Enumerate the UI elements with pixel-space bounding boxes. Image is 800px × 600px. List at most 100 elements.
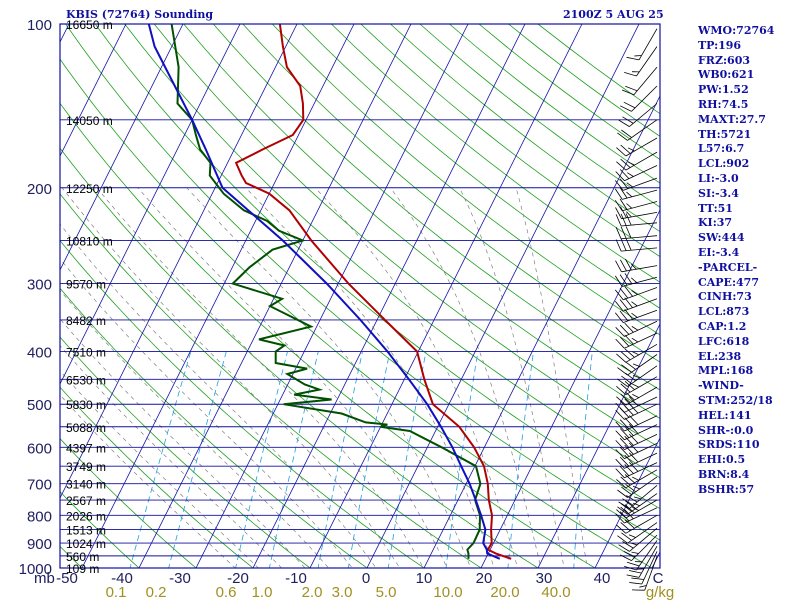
dry-adiabat <box>183 24 660 419</box>
wind-barb <box>615 415 658 432</box>
mixing-ratio-line <box>347 351 391 568</box>
pressure-tick-label: 200 <box>27 181 52 198</box>
temperature-tick-label: C <box>653 570 664 587</box>
mixing-ratio-line <box>445 351 479 568</box>
temperature-tick-label: -20 <box>227 570 249 587</box>
moist-adiabat <box>60 345 283 568</box>
index-item: HEL:141 <box>698 408 752 422</box>
wind-barb <box>616 376 658 396</box>
wind-barb <box>617 476 658 498</box>
dry-adiabat <box>213 24 660 391</box>
pressure-tick-label: 800 <box>27 508 52 525</box>
pressure-tick-label: 900 <box>27 536 52 553</box>
dry-adiabat <box>124 24 660 479</box>
height-label: 5088 m <box>66 421 106 435</box>
index-item: BRN:8.4 <box>698 467 750 481</box>
wind-barb <box>614 177 658 191</box>
dry-adiabat <box>65 24 660 541</box>
dry-adiabat <box>60 438 197 568</box>
wind-barb <box>616 343 658 363</box>
chart-time: 2100Z 5 AUG 25 <box>563 8 664 21</box>
wind-barb <box>626 546 658 578</box>
wind-barb <box>615 442 658 459</box>
dry-adiabat <box>360 24 660 258</box>
isotherm <box>195 24 469 568</box>
moist-adiabat <box>390 187 542 568</box>
wind-barb <box>616 137 658 157</box>
wind-barb <box>615 165 658 182</box>
mixing-ratio-tick-label: 0.1 <box>106 584 127 600</box>
index-item: LCL:902 <box>698 157 750 171</box>
temperature-tick-label: 30 <box>536 570 553 587</box>
wind-barb <box>614 187 658 200</box>
plot-frame <box>59 23 661 569</box>
moist-adiabat <box>60 370 259 568</box>
mixing-ratio-tick-label: 1.0 <box>252 584 273 600</box>
index-item: LFC:618 <box>698 334 750 348</box>
dry-adiabat <box>153 24 660 449</box>
dry-adiabat <box>60 386 254 568</box>
dry-adiabat <box>301 24 660 309</box>
dry-adiabat <box>331 24 660 283</box>
index-item: CAPE:477 <box>698 275 759 289</box>
pressure-tick-label: 700 <box>27 477 52 494</box>
height-label: 1024 m <box>66 537 106 551</box>
wind-barb <box>615 424 658 441</box>
height-label: 109 m <box>66 562 99 576</box>
moist-adiabat <box>60 289 330 568</box>
mixing-ratio-tick-label: 0.2 <box>146 584 167 600</box>
isotherm <box>0 24 12 580</box>
isotherm <box>60 24 298 499</box>
dry-adiabat <box>60 491 140 568</box>
index-item: WB0:621 <box>698 68 755 82</box>
wind-barb <box>615 206 658 220</box>
moist-adiabat <box>96 187 424 568</box>
pressure-tick-label: 400 <box>27 345 52 362</box>
isotherm <box>366 24 640 568</box>
chart-title: KBIS (72764) Sounding <box>66 8 214 21</box>
index-item: WMO:72764 <box>698 24 775 37</box>
wind-barb <box>615 258 658 273</box>
isotherm <box>480 209 660 568</box>
mixing-ratio-line <box>129 351 192 568</box>
index-item: TP:196 <box>698 38 742 52</box>
index-item: MAXT:27.7 <box>698 112 766 126</box>
temperature-tick-label: 0 <box>362 570 370 587</box>
temperature-tick-label: 40 <box>594 570 611 587</box>
isotherm <box>60 24 241 385</box>
height-label: 14050 m <box>66 114 113 128</box>
isotherm <box>309 24 583 568</box>
dry-adiabat <box>60 239 425 568</box>
index-item: SRDS:110 <box>698 438 760 452</box>
wind-barbs <box>614 28 658 591</box>
dry-adiabat <box>60 102 596 568</box>
wind-barb <box>618 527 658 552</box>
moist-adiabat <box>314 187 518 568</box>
dry-adiabat <box>242 24 660 363</box>
temperature-tick-label: 10 <box>416 570 433 587</box>
height-label: 2567 m <box>66 494 106 508</box>
height-label: 6530 m <box>66 373 106 387</box>
wind-barb <box>616 499 658 519</box>
series-parcel-line <box>147 24 501 560</box>
mixing-ratio-tick-label: 5.0 <box>376 584 397 600</box>
pressure-axis-label: mb <box>34 570 55 587</box>
pressure-tick-label: 300 <box>27 277 52 294</box>
index-item: MPL:168 <box>698 364 754 378</box>
wind-barb <box>615 396 658 413</box>
temperature-tick-label: 20 <box>476 570 493 587</box>
height-label: 560 m <box>66 550 99 564</box>
wind-barb <box>616 151 658 171</box>
isotherm <box>81 24 355 568</box>
wind-barb <box>615 433 658 450</box>
isotherm <box>60 24 127 157</box>
height-label: 5830 m <box>66 398 106 412</box>
wind-barb <box>615 332 658 349</box>
height-label: 8482 m <box>66 314 106 328</box>
wind-barb <box>617 493 658 515</box>
plot-area <box>0 24 660 580</box>
isotherm <box>138 24 412 568</box>
pressure-tick-label: 600 <box>27 440 52 457</box>
wind-barb <box>616 386 658 406</box>
